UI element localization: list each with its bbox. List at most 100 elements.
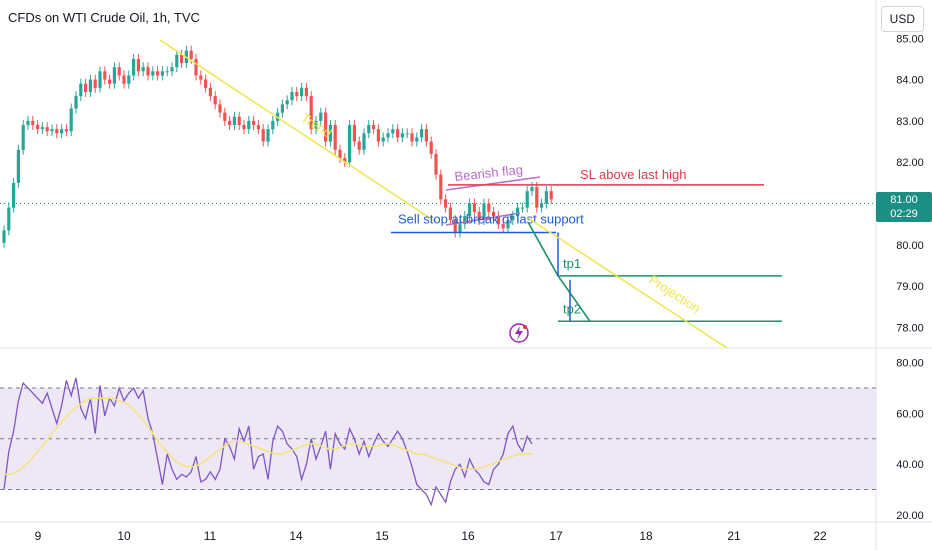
candle-body <box>170 67 174 72</box>
candle-body <box>348 125 352 163</box>
candle <box>79 78 83 102</box>
candle <box>477 206 481 226</box>
candle-body <box>328 125 332 142</box>
candle-body <box>309 96 313 130</box>
flag-lower-line <box>445 212 521 226</box>
candle-body <box>45 127 49 132</box>
candle <box>16 144 20 188</box>
candle-body <box>112 67 116 84</box>
candle-body <box>482 203 486 221</box>
time-tick-label: 14 <box>289 529 303 543</box>
candle-body <box>424 129 428 142</box>
candle-body <box>405 133 409 135</box>
candle <box>204 74 208 93</box>
candle <box>40 122 44 135</box>
candle-body <box>520 207 524 209</box>
time-tick-label: 9 <box>35 529 42 543</box>
candle <box>218 99 222 118</box>
candle-body <box>285 100 289 105</box>
candle-body <box>64 129 68 132</box>
candle-body <box>415 137 419 142</box>
candle <box>136 53 140 77</box>
candle <box>132 53 136 81</box>
candle <box>74 91 78 114</box>
drawings-layer: Trend Bearish flag SL above last high Sell … <box>159 39 782 349</box>
candle-body <box>434 153 438 175</box>
candle-body <box>175 54 179 68</box>
candle-body <box>74 96 78 109</box>
time-tick-label: 11 <box>204 529 217 543</box>
candle-body <box>36 125 40 130</box>
candle <box>21 120 25 155</box>
candle-body <box>199 75 203 80</box>
candle <box>2 225 6 248</box>
candle <box>381 132 385 147</box>
candle <box>468 198 472 221</box>
candle <box>540 198 544 213</box>
candle <box>549 186 553 205</box>
candle <box>328 120 332 147</box>
candle <box>496 210 500 230</box>
candle-body <box>386 133 390 138</box>
candle-body <box>208 87 212 97</box>
candle-body <box>391 129 395 134</box>
candle <box>180 49 184 69</box>
candle-body <box>501 224 505 229</box>
currency-button[interactable]: USD <box>880 6 924 32</box>
time-tick-label: 22 <box>813 529 827 543</box>
candle-body <box>410 133 414 142</box>
candle <box>516 202 520 221</box>
candle-body <box>544 191 548 204</box>
candle <box>319 107 323 126</box>
time-tick-label: 15 <box>375 529 389 543</box>
candle <box>420 124 424 143</box>
candle-body <box>506 220 510 229</box>
candle-body <box>69 108 73 132</box>
price-tick-label: 84.00 <box>896 75 924 87</box>
candle <box>453 215 457 238</box>
candle-body <box>420 129 424 138</box>
event-dot <box>523 325 527 329</box>
candle <box>295 87 299 102</box>
candle <box>194 53 198 81</box>
tp1-label: tp1 <box>563 256 581 271</box>
candle-body <box>429 141 433 154</box>
candle <box>213 91 217 110</box>
rsi-pane <box>0 377 876 507</box>
candle-body <box>98 71 102 88</box>
candle <box>266 124 270 147</box>
price-tick-label: 79.00 <box>896 281 924 293</box>
candle-body <box>127 75 131 84</box>
rsi-ma-line <box>4 397 532 476</box>
candle-body <box>31 120 35 126</box>
candle-body <box>156 71 160 76</box>
candle-body <box>213 96 217 105</box>
candle <box>300 82 304 102</box>
drop-leg <box>527 221 559 277</box>
candle <box>367 120 371 139</box>
candle <box>352 120 356 147</box>
candle <box>146 62 150 81</box>
rsi-tick-label: 60.00 <box>896 408 924 420</box>
candle-body <box>21 125 25 150</box>
candle-body <box>223 112 227 121</box>
candle <box>50 124 54 137</box>
candle-body <box>60 129 64 134</box>
projection-line <box>527 217 728 349</box>
candle-body <box>472 203 476 212</box>
candle <box>463 210 467 230</box>
candle <box>64 124 68 137</box>
time-tick-label: 21 <box>727 529 741 543</box>
candle-body <box>122 75 126 84</box>
candle <box>127 70 131 89</box>
candle <box>60 124 64 139</box>
tp2-leg <box>557 275 591 322</box>
candle <box>372 120 376 135</box>
candle-body <box>357 141 361 150</box>
candle-body <box>93 79 97 88</box>
candle <box>444 194 448 213</box>
candle-body <box>132 58 136 76</box>
rsi-tick-label: 80.00 <box>896 358 924 370</box>
candle-body <box>525 191 529 208</box>
